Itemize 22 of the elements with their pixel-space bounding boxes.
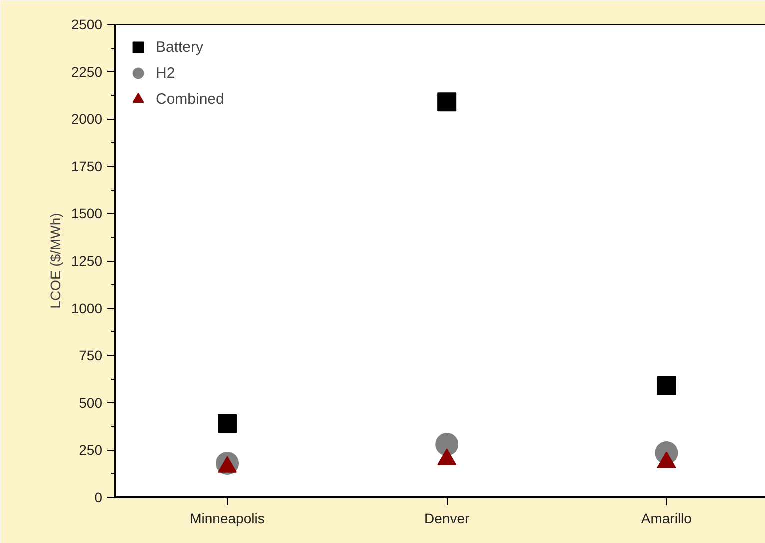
x-tick-label: Minneapolis bbox=[190, 510, 265, 526]
y-tick-label: 2000 bbox=[71, 111, 103, 128]
legend-label: H2 bbox=[156, 64, 176, 82]
legend-label: Battery bbox=[156, 38, 204, 56]
point bbox=[218, 414, 237, 434]
y-tick-label: 0 bbox=[94, 490, 103, 506]
x-tick-label: Amarillo bbox=[641, 510, 692, 526]
y-tick-label: 250 bbox=[79, 442, 103, 458]
point bbox=[438, 92, 457, 112]
y-tick-label: 1250 bbox=[71, 253, 103, 269]
point bbox=[436, 433, 459, 456]
y-tick-label: 1500 bbox=[71, 206, 103, 222]
y-tick-label: 500 bbox=[79, 394, 103, 411]
y-axis-title: LCOE ($/MWh) bbox=[47, 213, 64, 309]
y-tick-label: 2250 bbox=[71, 64, 103, 80]
y-tick-label: 1750 bbox=[71, 158, 103, 174]
y-tick-label: 1000 bbox=[71, 300, 103, 316]
point bbox=[657, 376, 676, 396]
legend-label: Combined bbox=[156, 90, 224, 108]
y-tick-label: 750 bbox=[79, 348, 103, 364]
x-tick-label: Denver bbox=[424, 510, 470, 526]
y-tick-label: 2500 bbox=[71, 16, 103, 32]
